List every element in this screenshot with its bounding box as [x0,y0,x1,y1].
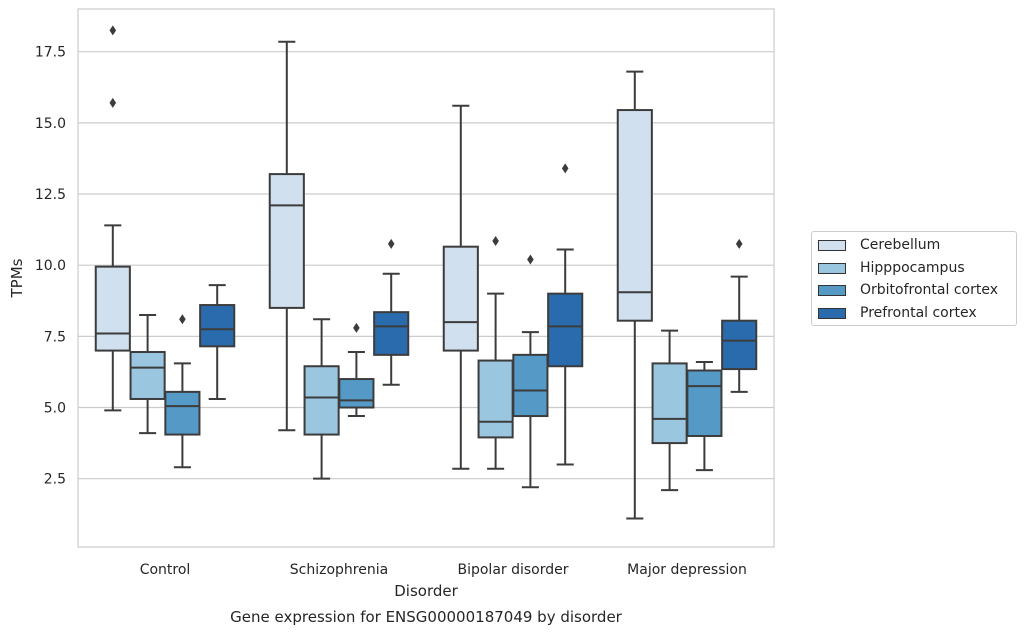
legend-swatch-cerebellum [818,239,846,251]
x-tick-label: Control [140,562,191,578]
y-tick-labels: 2.5 5.0 7.5 10.0 12.5 15.0 17.5 [35,45,66,488]
x-tick-label: Schizophrenia [290,562,388,578]
box-iqr [268,173,305,309]
y-tick-label: 2.5 [44,472,66,488]
box-iqr [721,319,758,371]
box-iqr [477,359,514,439]
box-plot [303,318,340,480]
box-plot [477,235,514,470]
box-plot [199,284,236,400]
box-plot [721,238,758,393]
y-tick-label: 17.5 [35,45,66,61]
box-plot [338,322,375,418]
outlier-point [387,238,395,249]
box-iqr [616,109,653,322]
box-plot [129,314,166,435]
chart-title: Gene expression for ENSG00000187049 by d… [230,608,623,626]
outlier-point [561,163,569,174]
legend-label-orbitofrontal: Orbitofrontal cortex [860,282,998,298]
y-tick-label: 7.5 [44,329,66,345]
box-iqr [442,245,479,352]
box-plot [686,360,723,472]
x-tick-labels: Control Schizophrenia Bipolar disorder Majo… [140,562,747,578]
box-iqr [512,353,549,418]
box-plots [94,25,758,520]
legend-item-hippocampus: Hipppocampus [818,258,965,278]
plot-frame [77,8,775,548]
outlier-point [109,25,117,36]
y-tick-label: 12.5 [35,187,66,203]
outlier-point [492,235,499,246]
outlier-point [109,97,117,108]
box-iqr [199,304,236,348]
legend: Cerebellum Hipppocampus Orbitofrontal co… [811,231,1017,326]
box-iqr [651,362,688,445]
box-iqr [338,378,375,409]
legend-item-prefrontal: Prefrontal cortex [818,303,977,323]
box-plot [442,104,479,470]
y-tick-label: 15.0 [35,116,66,132]
box-plot [164,314,201,469]
box-iqr [303,365,340,436]
x-axis-label: Disorder [394,582,458,600]
legend-item-orbitofrontal: Orbitofrontal cortex [818,280,998,300]
box-iqr [373,311,410,356]
outlier-point [527,254,534,265]
legend-swatch-orbitofrontal [818,284,846,296]
box-plot [512,254,549,489]
box-plot [94,25,131,412]
x-tick-label: Bipolar disorder [457,562,568,578]
outlier-point [353,322,360,333]
y-tick-label: 10.0 [35,258,66,274]
x-tick-label: Major depression [627,562,747,578]
legend-item-cerebellum: Cerebellum [818,235,940,255]
box-plot [616,70,653,520]
box-iqr [94,265,131,352]
outlier-point [179,314,186,325]
box-iqr [129,351,166,400]
legend-swatch-prefrontal [818,307,846,319]
legend-swatch-hippocampus [818,262,846,274]
legend-label-cerebellum: Cerebellum [860,237,941,253]
box-iqr [164,390,201,436]
legend-label-hippocampus: Hipppocampus [860,260,965,276]
legend-label-prefrontal: Prefrontal cortex [860,305,977,321]
box-iqr [686,369,723,437]
box-plot [547,163,584,466]
box-plot [268,40,305,432]
box-iqr [547,292,584,368]
y-tick-label: 5.0 [44,401,66,417]
y-axis-label: TPMs [8,258,26,298]
outlier-point [735,238,743,249]
box-plot [373,238,410,386]
box-plot [651,329,688,492]
